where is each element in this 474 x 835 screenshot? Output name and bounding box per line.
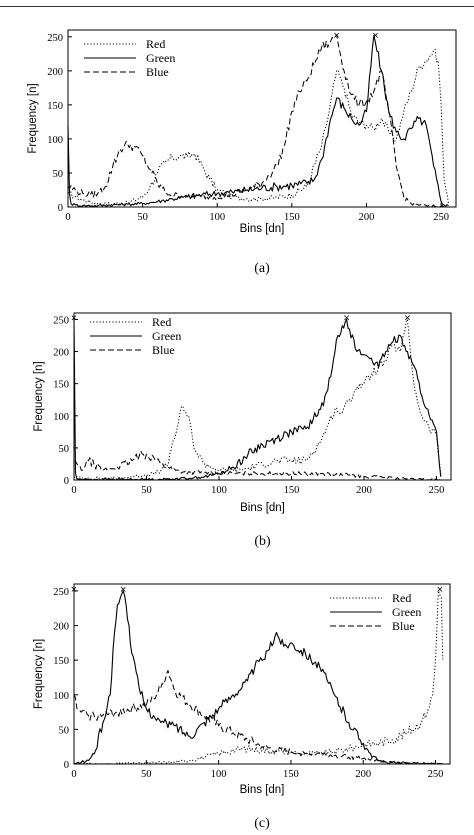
x-tick-label: 0 [65,212,70,223]
chart-caption: (b) [254,534,271,549]
y-tick-label: 250 [47,33,63,44]
y-tick-label: 100 [53,691,69,702]
series-line-green [73,318,442,481]
legend-label-green: Green [152,329,181,343]
y-tick-label: 0 [58,203,63,214]
legend-label-blue: Blue [146,65,169,79]
x-tick-label: 200 [359,212,375,223]
legend-label-red: Red [392,591,411,605]
x-tick-label: 150 [284,212,300,223]
chart-a: 0 50 100 150 200 250 0 50 100 150 200 250 Bins [dn] F… [27,29,457,276]
peak-marker: × [372,30,378,42]
y-tick-label: 250 [53,315,69,326]
x-tick-label: 0 [71,769,76,780]
x-tick-label: 100 [209,212,225,223]
y-tick-label: 150 [53,380,69,391]
legend-label-blue: Blue [392,619,415,633]
y-axis-label: Frequency [n] [33,361,45,431]
x-axis-label: Bins [dn] [240,784,285,796]
y-tick-label: 250 [53,587,69,598]
y-tick-label: 150 [53,656,69,667]
peak-marker: × [437,584,443,596]
chart-c: 0 50 100 150 200 250 0 50 100 150 200 250 Bins [dn] F… [33,583,451,831]
y-tick-label: 50 [59,725,70,736]
legend-label-green: Green [146,51,175,65]
x-tick-label: 50 [141,769,152,780]
chart-b: 0 50 100 150 200 250 0 50 100 150 200 250 Bins [dn] F… [33,312,452,549]
x-tick-label: 200 [356,485,372,496]
y-tick-label: 200 [47,67,63,78]
peak-marker: × [333,30,339,42]
series-line-red [73,318,442,480]
legend-label-red: Red [152,315,171,329]
legend-label-red: Red [146,37,165,51]
x-axis-label: Bins [dn] [240,223,285,235]
x-axis-label: Bins [dn] [240,502,285,514]
y-tick-label: 200 [53,348,69,359]
x-tick-label: 150 [284,485,300,496]
x-tick-label: 50 [137,212,148,223]
y-axis-label: Frequency [n] [27,83,39,153]
legend-label-blue: Blue [152,343,175,357]
x-tick-label: 250 [428,769,444,780]
plot-frame [73,583,451,765]
peak-marker: × [404,312,410,324]
x-tick-label: 100 [211,769,227,780]
y-tick-label: 0 [64,760,69,771]
peak-marker: × [120,584,126,596]
x-tick-label: 250 [433,212,449,223]
series-line-green [67,34,449,208]
y-tick-label: 100 [53,412,69,423]
y-tick-label: 50 [59,444,70,455]
x-tick-label: 200 [355,769,371,780]
x-tick-label: 50 [141,485,152,496]
legend-label-green: Green [392,605,421,619]
x-tick-label: 100 [211,485,227,496]
x-tick-label: 250 [429,485,445,496]
plot-frame [67,29,457,208]
series-line-blue [73,670,443,765]
series-line-red [74,590,444,765]
y-tick-label: 150 [47,101,63,112]
chart-caption: (c) [254,816,270,831]
plot-frame [73,312,452,481]
x-tick-label: 0 [71,485,76,496]
y-axis-label: Frequency [n] [33,639,45,709]
y-tick-label: 50 [53,169,64,180]
chart-caption: (a) [254,261,270,276]
peak-marker: × [71,312,77,324]
series-line-blue [73,450,441,481]
series-line-blue [67,34,449,208]
y-tick-label: 100 [47,135,63,146]
y-tick-label: 200 [53,622,69,633]
top-rule [0,6,474,7]
x-tick-label: 150 [283,769,299,780]
series-line-green [73,590,443,765]
peak-marker: × [343,312,349,324]
series-line-red [67,48,449,206]
peak-marker: × [71,584,77,596]
y-tick-label: 0 [64,476,69,487]
